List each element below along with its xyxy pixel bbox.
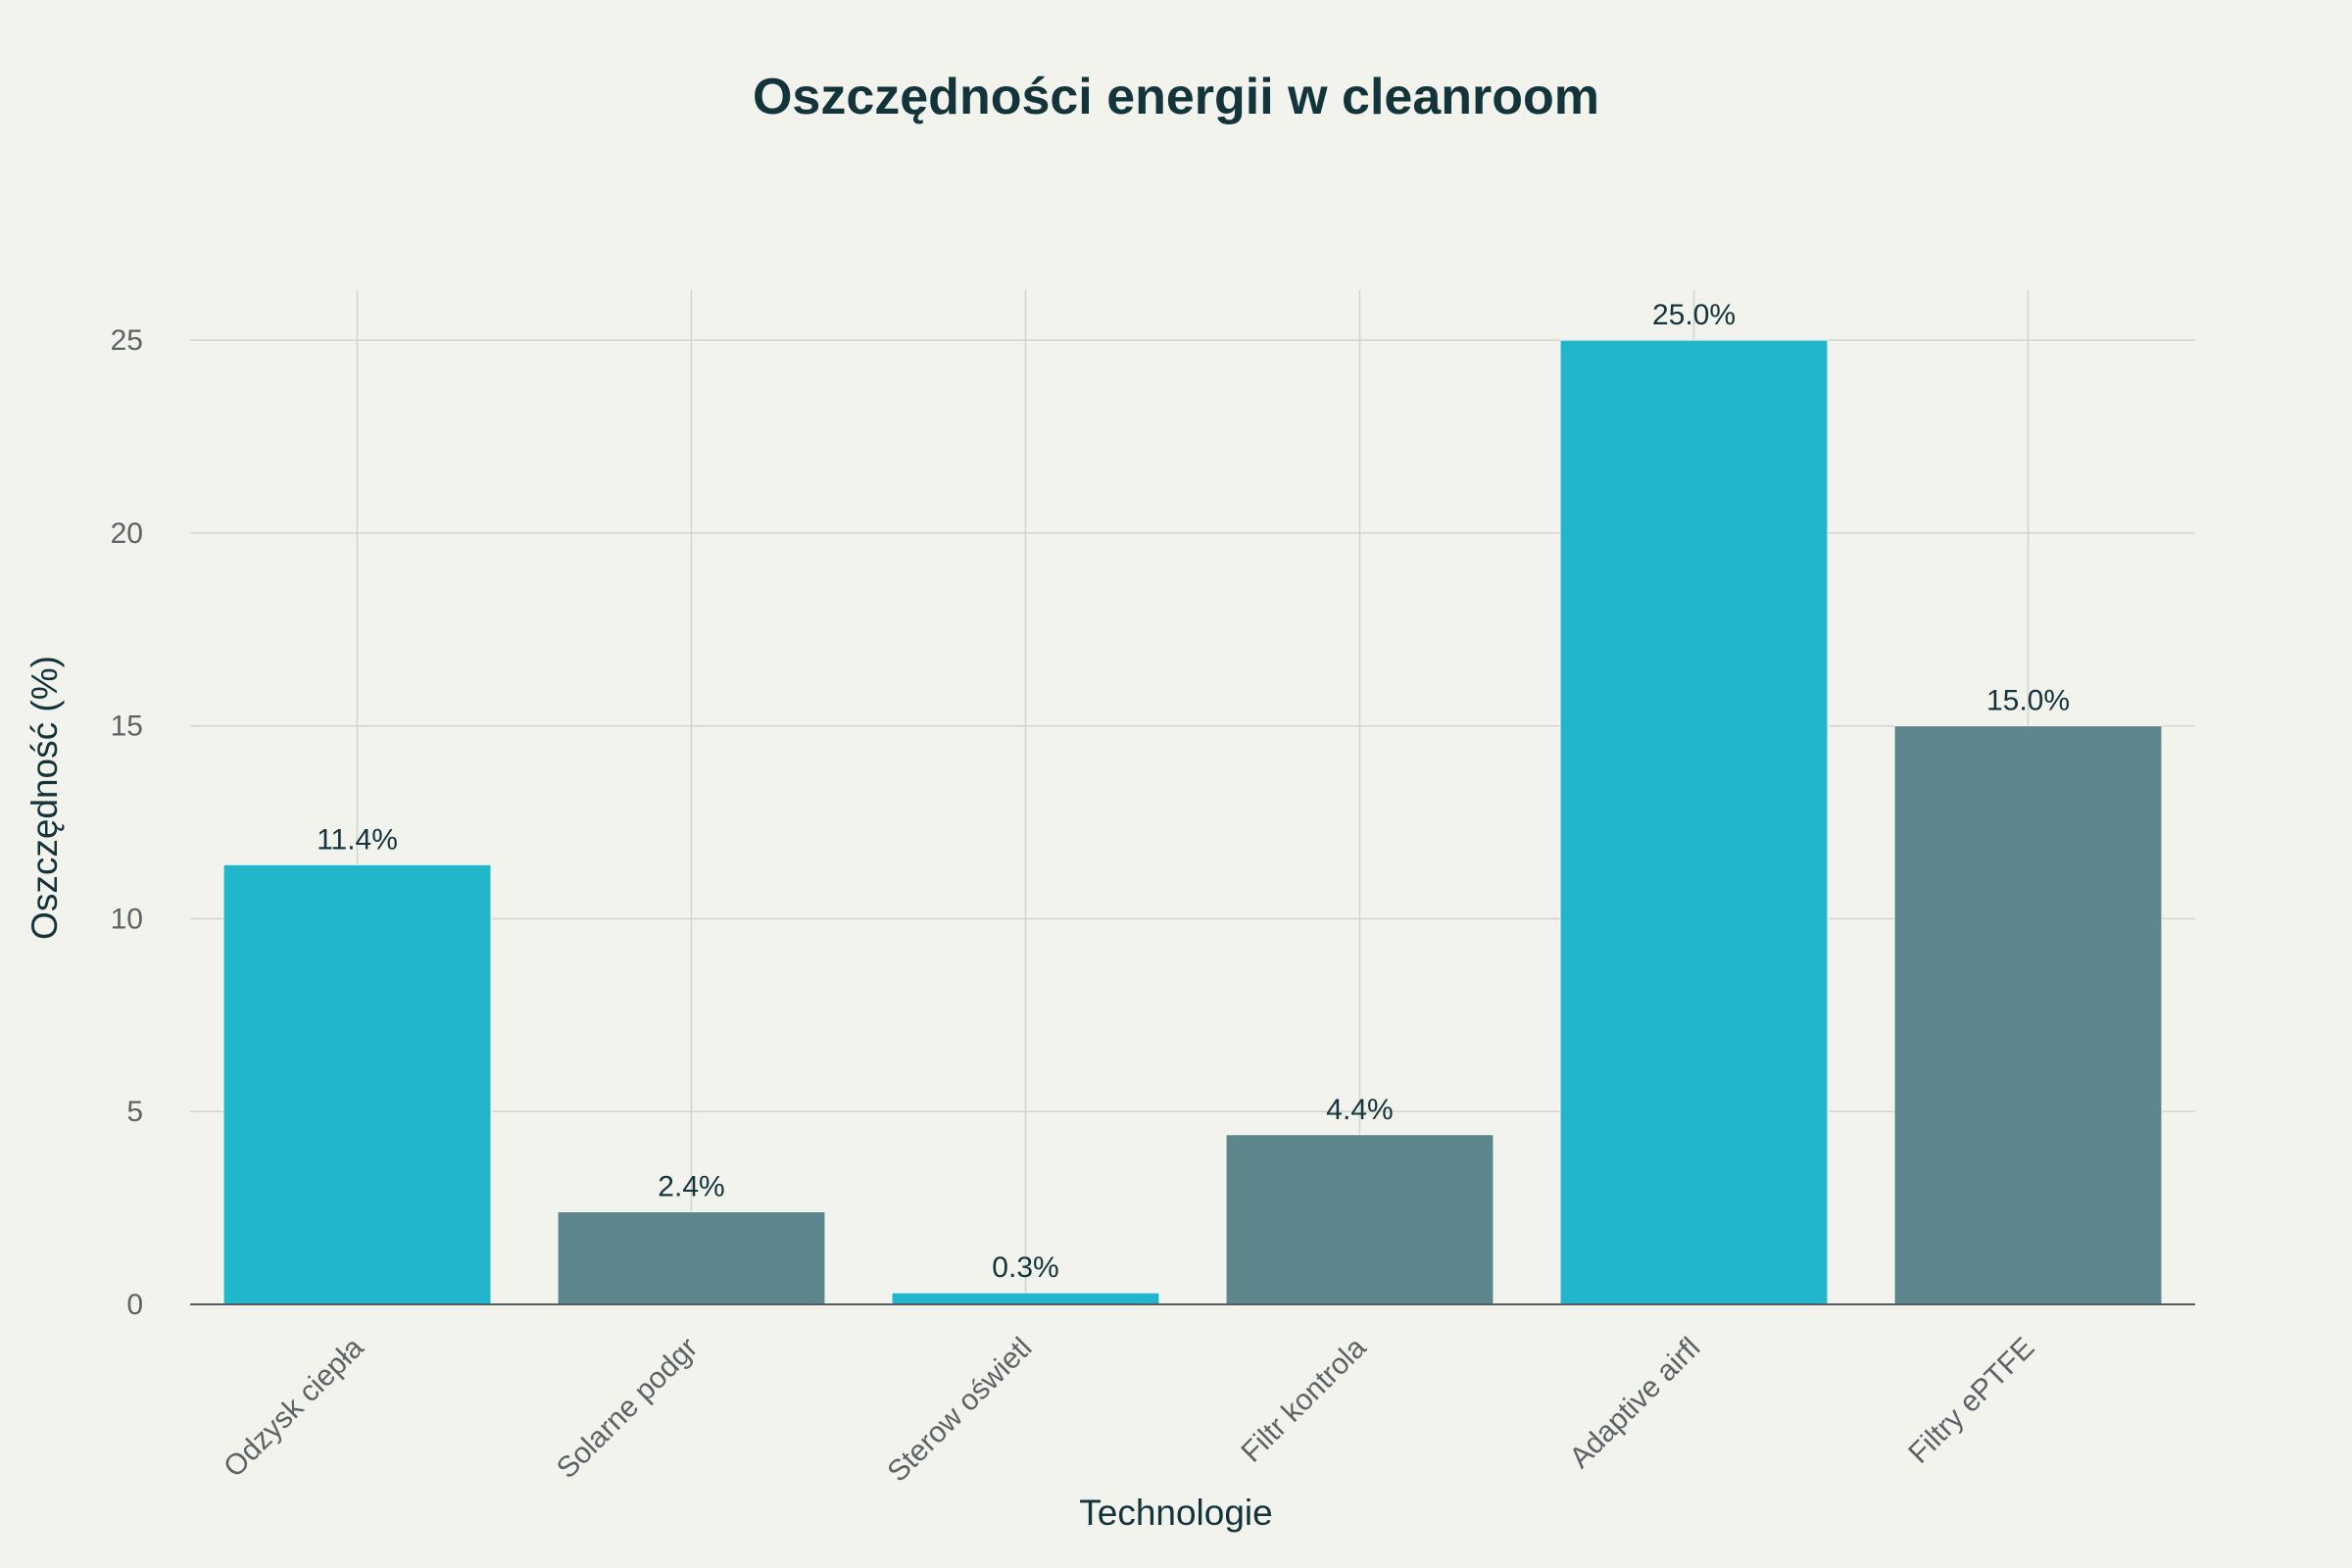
bar [557,1211,826,1305]
y-tick-label: 10 [111,903,143,935]
bar-value-label: 2.4% [658,1171,724,1203]
y-tick-label: 25 [111,324,143,357]
y-tick-label: 0 [126,1289,143,1321]
data-labels: 11.4% 2.4% 0.3% 4.4% 25.0% 15.0% [317,299,2070,1284]
x-tick-label: Solarne podgr [551,1332,705,1486]
chart-title: Oszczędności energii w cleanroom [753,69,1599,125]
bar-value-label: 11.4% [317,823,398,856]
bar [1893,725,2163,1305]
y-tick-label: 15 [111,710,143,743]
x-tick-label: Filtr kontrola [1235,1331,1372,1468]
bar-value-label: 0.3% [992,1251,1058,1284]
bar [1225,1134,1494,1305]
x-tick-label: Odzysk ciepła [218,1331,370,1484]
bar [891,1292,1160,1305]
x-axis-title: Technologie [1079,1493,1272,1533]
bar [1559,339,1829,1305]
x-tick-label: Adaptive airfl [1563,1332,1706,1475]
y-axis-title: Oszczędność (%) [24,656,65,940]
y-tick-label: 20 [111,517,143,550]
bar [222,863,492,1305]
x-tick-label: Filtry ePTFE [1902,1332,2040,1470]
bar-value-label: 15.0% [1986,685,2070,717]
y-tick-label: 5 [126,1096,143,1128]
bars [222,339,2163,1305]
bar-value-label: 4.4% [1326,1094,1393,1126]
x-tick-label: Sterow oświetl [881,1332,1038,1489]
bar-value-label: 25.0% [1652,299,1736,331]
